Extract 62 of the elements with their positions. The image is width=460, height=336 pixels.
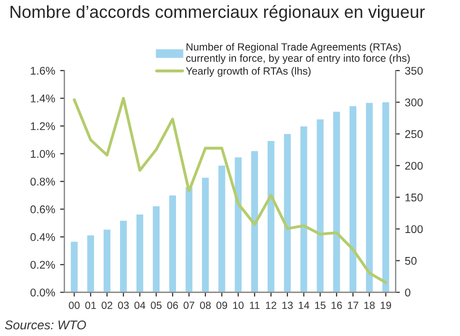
- y-tick-label: 0.0%: [30, 288, 55, 296]
- source-note: Sources: WTO: [4, 320, 86, 330]
- bar: [118, 219, 128, 292]
- x-tick-label: 10: [233, 302, 244, 309]
- x-tick-label: 17: [348, 302, 358, 309]
- bar: [250, 150, 260, 292]
- y-tick-label: 1.6%: [30, 66, 55, 75]
- bar: [135, 213, 145, 292]
- bar: [217, 164, 227, 292]
- bar: [348, 104, 358, 292]
- x-tick-label: 05: [150, 302, 162, 309]
- y2-tick-label: 200: [405, 162, 423, 170]
- bar: [200, 176, 210, 292]
- x-tick-label: 04: [134, 302, 146, 309]
- y2-tick-label: 250: [405, 130, 423, 138]
- bar: [151, 204, 162, 292]
- x-tick-label: 19: [380, 302, 392, 309]
- bar: [266, 140, 276, 292]
- y2-tick-label: 350: [405, 66, 423, 75]
- y-tick-label: 0.6%: [30, 205, 55, 214]
- bar: [102, 228, 112, 292]
- x-tick-label: 01: [85, 302, 96, 309]
- x-tick-label: 02: [102, 302, 112, 309]
- x-tick-label: 13: [282, 302, 293, 309]
- y2-tick-label: 0: [405, 288, 410, 296]
- x-tick-label: 07: [184, 302, 194, 309]
- chart-title: Nombre d’accords commerciaux régionaux en vigueur: [10, 5, 425, 22]
- bar: [86, 234, 96, 292]
- bar: [282, 132, 292, 292]
- x-tick-label: 11: [250, 302, 260, 309]
- y2-tick-label: 100: [405, 225, 423, 234]
- x-tick-label: 03: [118, 302, 129, 309]
- bar: [364, 102, 374, 292]
- x-tick-label: 06: [167, 302, 178, 309]
- line-series: [72, 96, 388, 284]
- x-tick-label: 00: [68, 302, 80, 309]
- bar: [184, 186, 194, 292]
- y2-tick-label: 150: [405, 194, 423, 202]
- bar: [380, 100, 391, 292]
- y-tick-label: 0.2%: [30, 260, 55, 269]
- bar: [332, 110, 342, 292]
- y-tick-label: 1.2%: [30, 122, 55, 130]
- x-tick-label: 08: [200, 302, 211, 309]
- bar: [168, 194, 178, 292]
- y-tick-label: 0.8%: [30, 178, 55, 186]
- bar: [233, 156, 243, 292]
- bar: [69, 240, 80, 292]
- legend-label: Number of Regional Trade Agreements (RTAs) currently in force, by year of entry into force (rhs): [186, 42, 410, 64]
- bar: [298, 124, 309, 292]
- x-tick-label: 15: [315, 302, 326, 309]
- x-tick-label: 12: [266, 302, 276, 309]
- y2-tick-label: 300: [405, 98, 423, 106]
- x-tick-label: 16: [332, 302, 342, 309]
- y2-tick-label: 50: [405, 256, 417, 265]
- x-tick-label: 18: [364, 302, 375, 309]
- y-tick-label: 1.0%: [30, 150, 55, 158]
- bar: [315, 118, 325, 292]
- y-tick-label: 0.4%: [30, 233, 55, 242]
- legend-label: Yearly growth of RTAs (lhs): [186, 67, 311, 77]
- y-tick-label: 1.4%: [30, 94, 55, 102]
- x-tick-label: 14: [298, 302, 310, 309]
- x-tick-label: 09: [216, 302, 228, 309]
